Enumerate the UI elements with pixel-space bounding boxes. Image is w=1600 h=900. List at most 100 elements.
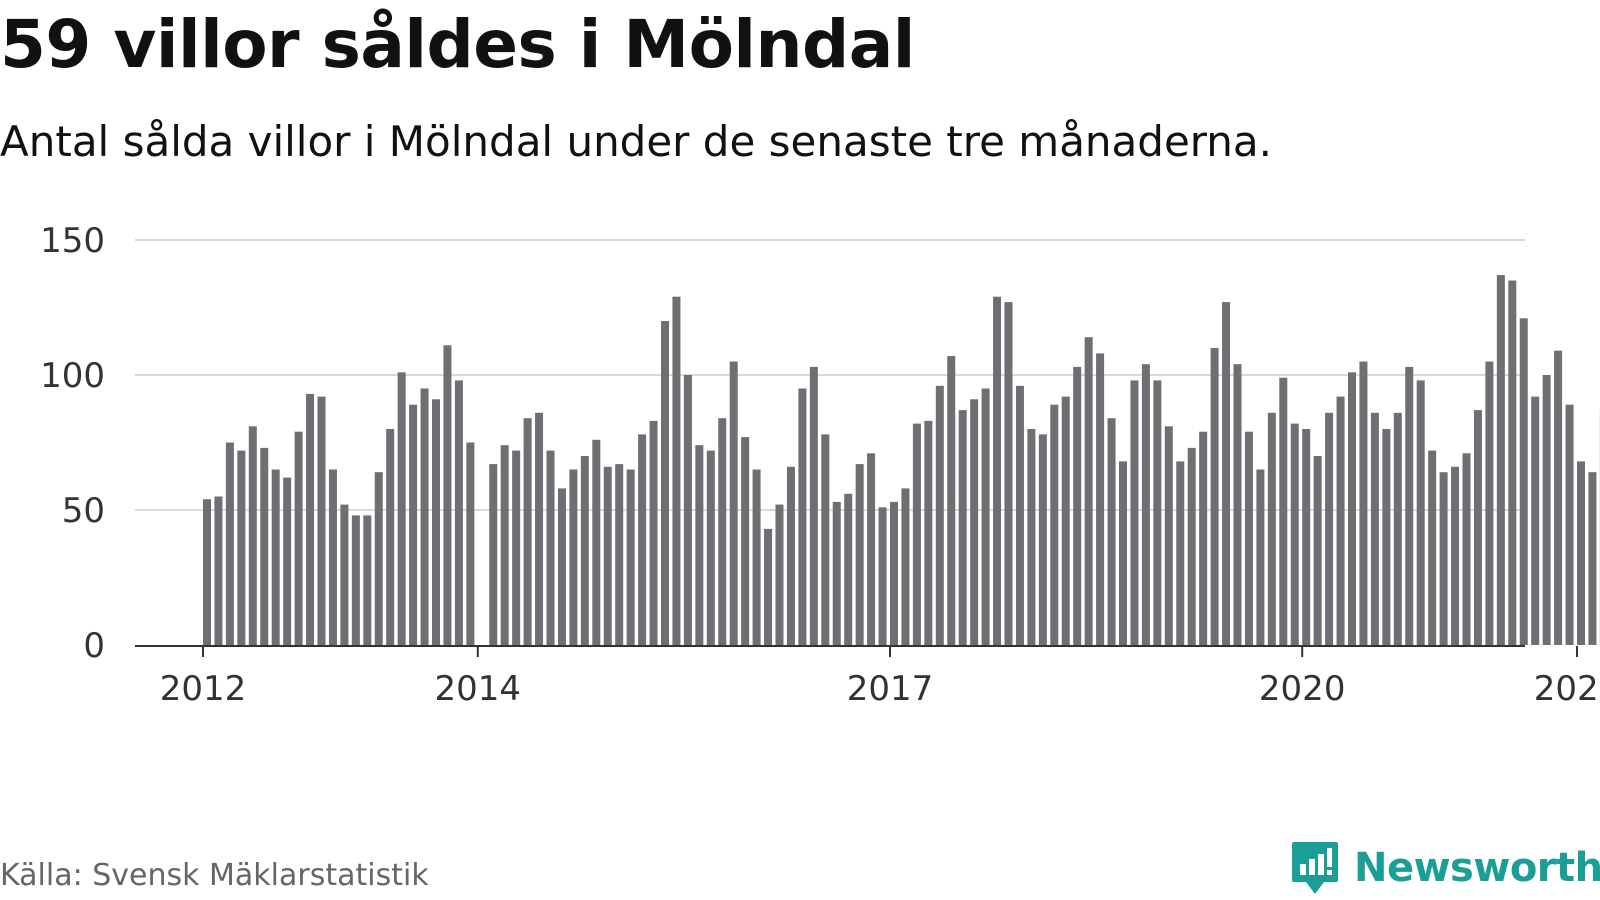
bar bbox=[1096, 353, 1105, 645]
bar bbox=[1302, 429, 1311, 645]
y-tick-label: 0 bbox=[83, 626, 105, 666]
bar bbox=[317, 396, 326, 645]
bar bbox=[741, 437, 750, 645]
bar bbox=[855, 464, 864, 645]
bar bbox=[1473, 410, 1482, 645]
chart-title: 59 villor såldes i Mölndal bbox=[0, 6, 915, 83]
bar bbox=[912, 423, 921, 645]
newsworthy-brand[interactable]: Newsworthy bbox=[1290, 838, 1600, 898]
bar bbox=[1027, 429, 1036, 645]
bar bbox=[935, 385, 944, 645]
bar bbox=[1336, 396, 1345, 645]
bar bbox=[638, 434, 647, 645]
bar bbox=[1107, 418, 1116, 645]
bar bbox=[901, 488, 910, 645]
bar bbox=[546, 450, 555, 645]
bar bbox=[1256, 469, 1265, 645]
bar bbox=[1565, 404, 1574, 645]
x-tick-label: 2017 bbox=[847, 669, 934, 709]
x-tick-label: 2020 bbox=[1259, 669, 1346, 709]
bar bbox=[1119, 461, 1127, 645]
bar bbox=[1187, 447, 1196, 645]
bar bbox=[1382, 429, 1391, 645]
bar bbox=[592, 439, 601, 645]
bar bbox=[1554, 350, 1563, 645]
bar bbox=[500, 445, 509, 645]
bar bbox=[878, 507, 887, 645]
bar bbox=[970, 399, 979, 645]
bar bbox=[1519, 318, 1528, 645]
bar bbox=[649, 420, 658, 645]
bars bbox=[203, 275, 1600, 645]
bar bbox=[557, 488, 566, 645]
x-axis-tick-labels: 2012 2014 2017 2020 2022 bbox=[160, 669, 1600, 709]
bar bbox=[237, 450, 246, 645]
bar bbox=[363, 515, 372, 645]
bar bbox=[1348, 372, 1356, 645]
bar bbox=[844, 493, 853, 645]
bar bbox=[764, 528, 773, 645]
bar bbox=[1084, 337, 1093, 645]
bar bbox=[947, 356, 956, 645]
bar bbox=[1073, 366, 1082, 645]
bar bbox=[1153, 380, 1162, 645]
bar bbox=[260, 447, 269, 645]
bar bbox=[1416, 380, 1425, 645]
bar bbox=[890, 501, 898, 645]
bar bbox=[1004, 302, 1013, 645]
bar bbox=[798, 388, 807, 645]
bar bbox=[661, 321, 669, 645]
bar bbox=[1359, 361, 1368, 645]
bar bbox=[603, 466, 612, 645]
bar bbox=[1199, 431, 1208, 645]
bar bbox=[580, 456, 589, 645]
bar bbox=[1164, 426, 1173, 645]
bar bbox=[283, 477, 292, 645]
chart-subtitle: Antal sålda villor i Mölndal under de se… bbox=[0, 117, 1273, 166]
x-tick-label: 2012 bbox=[160, 669, 247, 709]
bar bbox=[1279, 377, 1288, 645]
bar bbox=[1462, 453, 1471, 645]
bar bbox=[981, 388, 990, 645]
bar bbox=[397, 372, 406, 645]
bar bbox=[729, 361, 738, 645]
bar bbox=[809, 366, 818, 645]
bar bbox=[958, 410, 967, 645]
bar bbox=[523, 418, 532, 645]
bar bbox=[1588, 472, 1597, 645]
bar bbox=[1405, 366, 1414, 645]
bar bbox=[512, 450, 521, 645]
bar bbox=[1244, 431, 1253, 645]
bar bbox=[1176, 461, 1185, 645]
y-tick-label: 50 bbox=[62, 491, 105, 531]
bar bbox=[1061, 396, 1070, 645]
y-tick-label: 150 bbox=[40, 221, 105, 261]
bar bbox=[821, 434, 830, 645]
bar bbox=[752, 469, 761, 645]
x-axis bbox=[135, 645, 1578, 657]
bar bbox=[271, 469, 280, 645]
y-axis-tick-labels: 0 50 100 150 bbox=[40, 221, 105, 666]
bar bbox=[1325, 412, 1334, 645]
bar bbox=[432, 399, 440, 645]
bar bbox=[340, 504, 349, 645]
bar bbox=[867, 453, 876, 645]
bar bbox=[1496, 275, 1505, 645]
bar bbox=[386, 429, 395, 645]
bar bbox=[409, 404, 418, 645]
bar bbox=[672, 296, 681, 645]
bar bbox=[294, 431, 303, 645]
bar bbox=[683, 375, 692, 645]
bar bbox=[1038, 434, 1047, 645]
bar bbox=[203, 499, 211, 645]
bar bbox=[924, 420, 933, 645]
bar bbox=[706, 450, 715, 645]
newsworthy-logo-icon bbox=[1292, 842, 1338, 894]
bar bbox=[1267, 412, 1276, 645]
bar bbox=[1485, 361, 1494, 645]
bar bbox=[1428, 450, 1437, 645]
bar bbox=[374, 472, 383, 645]
bar bbox=[214, 496, 223, 645]
bar bbox=[1542, 375, 1551, 645]
